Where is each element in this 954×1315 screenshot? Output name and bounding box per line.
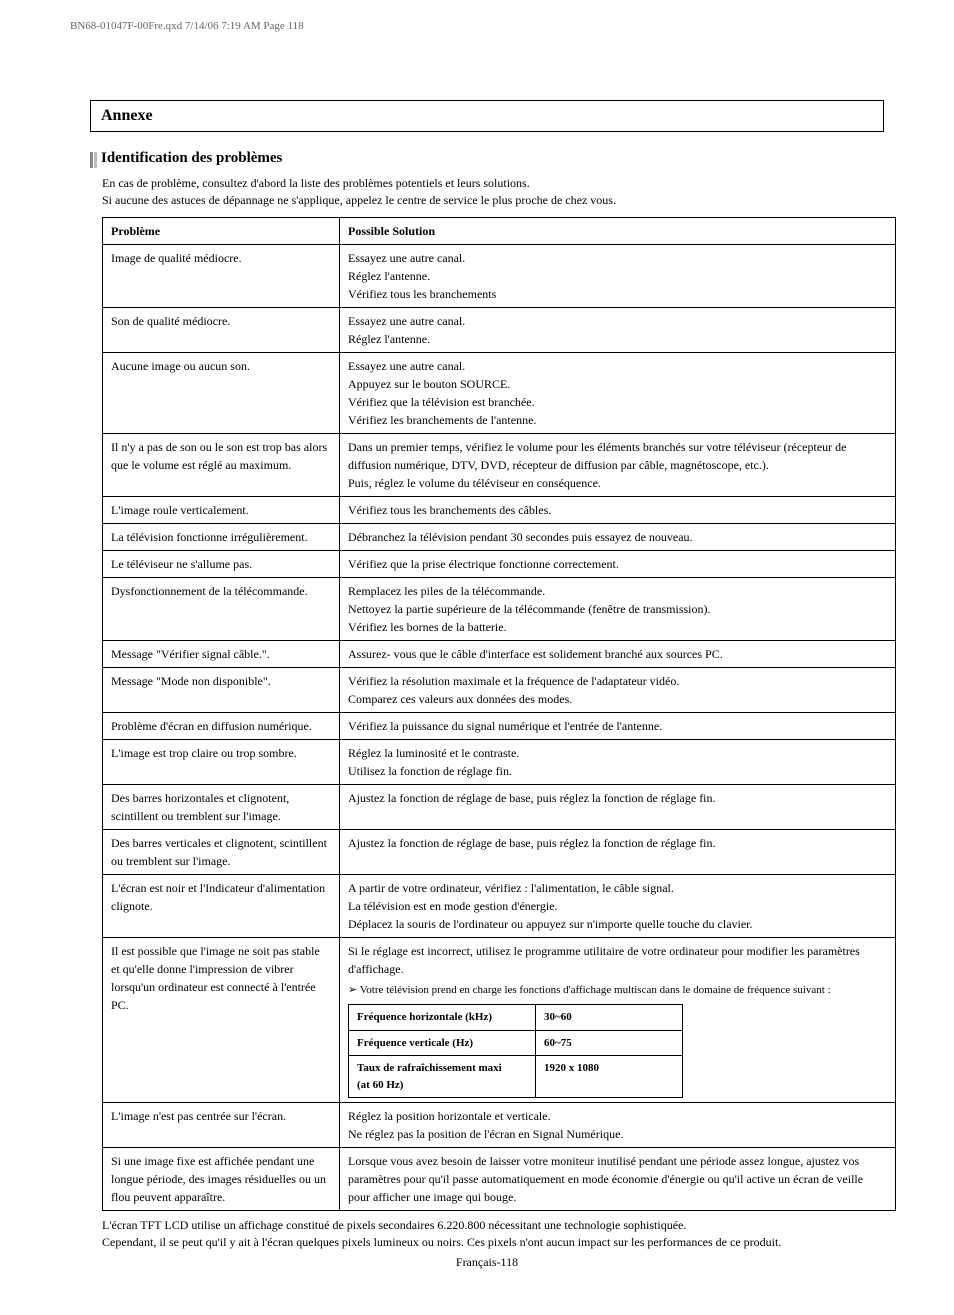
table-row: Il n'y a pas de son ou le son est trop b… — [103, 433, 896, 496]
cell-problem: Problème d'écran en diffusion numérique. — [103, 712, 340, 739]
table-row: La télévision fonctionne irrégulièrement… — [103, 523, 896, 550]
cell-problem: Message "Mode non disponible". — [103, 667, 340, 712]
cell-problem: Si une image fixe est affichée pendant u… — [103, 1148, 340, 1211]
cell-solution: Réglez la position horizontale et vertic… — [340, 1103, 896, 1148]
cell-problem: L'écran est noir et l'Indicateur d'alime… — [103, 874, 340, 937]
frequency-table: Fréquence horizontale (kHz)30~60Fréquenc… — [348, 1004, 683, 1098]
cell-solution: Vérifiez tous les branchements des câble… — [340, 496, 896, 523]
section-title: Annexe — [101, 107, 153, 124]
cell-problem: L'image n'est pas centrée sur l'écran. — [103, 1103, 340, 1148]
troubleshooting-table: Problème Possible Solution Image de qual… — [102, 217, 896, 1212]
cell-solution: Essayez une autre canal.Réglez l'antenne… — [340, 244, 896, 307]
cell-solution: Si le réglage est incorrect, utilisez le… — [340, 937, 896, 1103]
freq-value: 60~75 — [536, 1030, 683, 1056]
table-row: L'image n'est pas centrée sur l'écran. R… — [103, 1103, 896, 1148]
table-row: Le téléviseur ne s'allume pas.Vérifiez q… — [103, 550, 896, 577]
cell-problem: L'image roule verticalement. — [103, 496, 340, 523]
cell-solution: Vérifiez que la prise électrique fonctio… — [340, 550, 896, 577]
accent-bars — [90, 152, 97, 168]
freq-value: 1920 x 1080 — [536, 1056, 683, 1098]
th-problem: Problème — [103, 217, 340, 244]
table-row: Dysfonctionnement de la télécommande.Rem… — [103, 577, 896, 640]
cell-solution: Ajustez la fonction de réglage de base, … — [340, 829, 896, 874]
cell-problem: Il est possible que l'image ne soit pas … — [103, 937, 340, 1103]
cell-problem: L'image est trop claire ou trop sombre. — [103, 739, 340, 784]
cell-solution: A partir de votre ordinateur, vérifiez :… — [340, 874, 896, 937]
cell-problem: Dysfonctionnement de la télécommande. — [103, 577, 340, 640]
cell-solution: Vérifiez la résolution maximale et la fr… — [340, 667, 896, 712]
freq-label: Fréquence horizontale (kHz) — [349, 1005, 536, 1031]
intro-text: En cas de problème, consultez d'abord la… — [90, 175, 884, 209]
table-row: Des barres horizontales et clignotent, s… — [103, 784, 896, 829]
cell-problem: Son de qualité médiocre. — [103, 307, 340, 352]
cell-problem: Aucune image ou aucun son. — [103, 352, 340, 433]
table-row: Message "Vérifier signal câble.".Assurez… — [103, 640, 896, 667]
file-header: BN68-01047F-00Fre.qxd 7/14/06 7:19 AM Pa… — [70, 20, 304, 32]
cell-problem: La télévision fonctionne irrégulièrement… — [103, 523, 340, 550]
freq-label: Fréquence verticale (Hz) — [349, 1030, 536, 1056]
cell-solution: Remplacez les piles de la télécommande.N… — [340, 577, 896, 640]
table-row: Il est possible que l'image ne soit pas … — [103, 937, 896, 1103]
th-solution: Possible Solution — [340, 217, 896, 244]
cell-problem: Il n'y a pas de son ou le son est trop b… — [103, 433, 340, 496]
cell-solution: Dans un premier temps, vérifiez le volum… — [340, 433, 896, 496]
cell-solution: Assurez- vous que le câble d'interface e… — [340, 640, 896, 667]
freq-label: Taux de rafraîchissement maxi(at 60 Hz) — [349, 1056, 536, 1098]
footnote: L'écran TFT LCD utilise un affichage con… — [90, 1217, 884, 1251]
cell-problem: Des barres verticales et clignotent, sci… — [103, 829, 340, 874]
cell-solution: Essayez une autre canal.Appuyez sur le b… — [340, 352, 896, 433]
freq-value: 30~60 — [536, 1005, 683, 1031]
table-row: Image de qualité médiocre.Essayez une au… — [103, 244, 896, 307]
table-row: Message "Mode non disponible".Vérifiez l… — [103, 667, 896, 712]
cell-problem: Le téléviseur ne s'allume pas. — [103, 550, 340, 577]
section-title-box: Annexe — [90, 100, 884, 132]
cell-solution: Essayez une autre canal.Réglez l'antenne… — [340, 307, 896, 352]
cell-solution: Lorsque vous avez besoin de laisser votr… — [340, 1148, 896, 1211]
table-row: L'image roule verticalement.Vérifiez tou… — [103, 496, 896, 523]
cell-problem: Image de qualité médiocre. — [103, 244, 340, 307]
table-row: Des barres verticales et clignotent, sci… — [103, 829, 896, 874]
subsection-title: Identification des problèmes — [101, 150, 282, 167]
table-row: L'écran est noir et l'Indicateur d'alime… — [103, 874, 896, 937]
cell-solution: Vérifiez la puissance du signal numériqu… — [340, 712, 896, 739]
cell-solution: Ajustez la fonction de réglage de base, … — [340, 784, 896, 829]
table-row: Son de qualité médiocre.Essayez une autr… — [103, 307, 896, 352]
table-row: L'image est trop claire ou trop sombre.R… — [103, 739, 896, 784]
cell-problem: Des barres horizontales et clignotent, s… — [103, 784, 340, 829]
cell-solution: Débranchez la télévision pendant 30 seco… — [340, 523, 896, 550]
page-number: Français-118 — [90, 1255, 884, 1270]
cell-problem: Message "Vérifier signal câble.". — [103, 640, 340, 667]
cell-solution: Réglez la luminosité et le contraste.Uti… — [340, 739, 896, 784]
table-row: Si une image fixe est affichée pendant u… — [103, 1148, 896, 1211]
table-row: Aucune image ou aucun son.Essayez une au… — [103, 352, 896, 433]
table-row: Problème d'écran en diffusion numérique.… — [103, 712, 896, 739]
